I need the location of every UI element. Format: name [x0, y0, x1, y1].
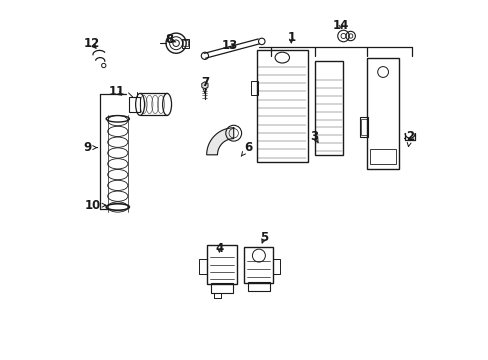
Bar — [244, 247, 273, 283]
Text: 8: 8 — [164, 33, 176, 46]
Bar — [370, 149, 395, 164]
Bar — [360, 117, 367, 137]
Text: 11: 11 — [108, 85, 124, 98]
Bar — [129, 97, 140, 112]
Bar — [211, 283, 232, 293]
Text: 6: 6 — [241, 141, 252, 156]
Bar — [361, 119, 366, 135]
Text: 3: 3 — [310, 130, 318, 143]
Bar — [250, 81, 257, 95]
Text: 1: 1 — [286, 31, 295, 44]
Bar — [182, 40, 187, 46]
Bar — [206, 245, 237, 284]
Text: 9: 9 — [83, 141, 98, 154]
Bar — [272, 259, 280, 274]
Text: 2: 2 — [405, 130, 413, 147]
Polygon shape — [206, 128, 233, 155]
Text: 5: 5 — [260, 231, 268, 244]
Text: 14: 14 — [332, 19, 348, 32]
Bar — [199, 259, 207, 274]
Bar — [314, 61, 343, 155]
Text: 13: 13 — [222, 39, 238, 51]
Bar — [257, 50, 307, 162]
Bar — [247, 282, 269, 291]
Text: 4: 4 — [215, 242, 223, 255]
Bar — [366, 58, 399, 169]
Text: 7: 7 — [201, 76, 208, 93]
Text: 10: 10 — [85, 199, 106, 212]
Bar — [181, 39, 189, 48]
Text: 12: 12 — [83, 37, 100, 50]
